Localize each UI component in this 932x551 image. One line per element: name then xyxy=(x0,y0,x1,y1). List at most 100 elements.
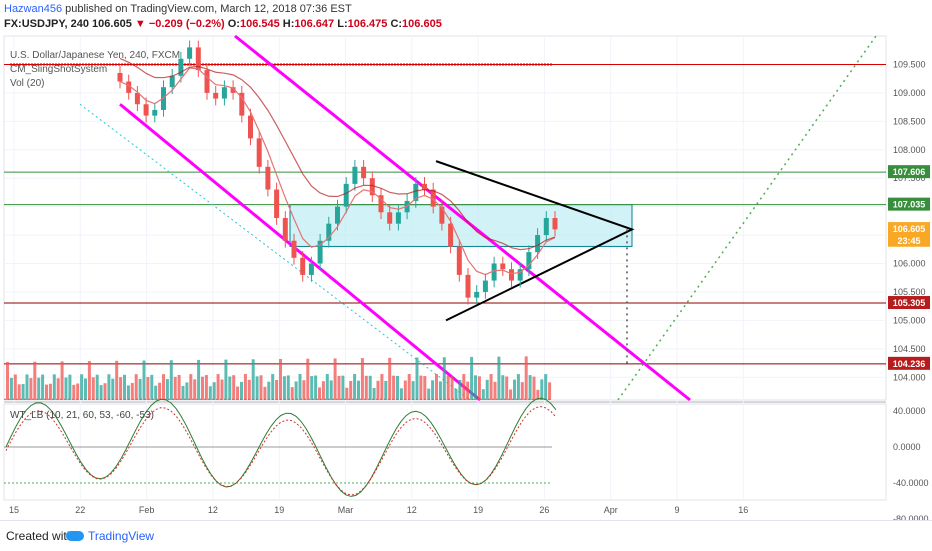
volume-bar xyxy=(290,387,294,400)
channel-lower-line xyxy=(119,103,481,402)
price-tick-label: 106.000 xyxy=(893,259,926,269)
volume-bar xyxy=(540,379,544,400)
price-tick-label: 104.500 xyxy=(893,344,926,354)
volume-bar xyxy=(220,379,224,400)
volume-bar xyxy=(446,375,450,400)
volume-bar xyxy=(208,386,212,400)
x-tick-label: 12 xyxy=(407,505,417,515)
candle-body xyxy=(335,206,340,224)
volume-bar xyxy=(84,378,87,400)
candle-body xyxy=(517,269,523,281)
price-tag-bg xyxy=(888,197,930,211)
volume-bar xyxy=(130,382,134,400)
high-value: 106.647 xyxy=(294,18,335,30)
volume-bar xyxy=(411,381,415,400)
volume-bar xyxy=(462,374,466,400)
volume-bar xyxy=(251,359,255,400)
candle-body xyxy=(543,218,549,236)
price-tick-label: 104.000 xyxy=(893,372,926,382)
volume-bar xyxy=(520,382,524,400)
x-tick-label: 19 xyxy=(473,505,483,515)
volume-bar xyxy=(142,360,146,400)
price-tag-label: 107.035 xyxy=(893,200,926,210)
volume-bar xyxy=(403,380,407,400)
candle-body xyxy=(187,47,193,59)
candle-body xyxy=(474,291,480,298)
candle-body xyxy=(422,183,427,190)
volume-bar xyxy=(17,384,21,400)
publish-header: Hazwan456 published on TradingView.com, … xyxy=(4,3,352,15)
volume-bar xyxy=(126,385,130,400)
candle-body xyxy=(143,104,149,116)
price-tick-label: 108.000 xyxy=(893,145,926,155)
candle-body xyxy=(282,218,288,241)
volume-bar xyxy=(228,376,232,400)
volume-bar xyxy=(9,377,13,400)
volume-bar xyxy=(423,376,427,400)
volume-bar xyxy=(357,380,360,400)
volume-bar xyxy=(173,376,177,400)
x-tick-label: 22 xyxy=(75,505,85,515)
volume-bar xyxy=(107,374,111,400)
candle-body xyxy=(195,47,201,71)
volume-bar xyxy=(115,360,119,400)
indicator-wavetrend[interactable]: WT_LB (10, 21, 60, 53, -60, -53) xyxy=(10,410,154,421)
volume-bar xyxy=(154,385,158,400)
volume-bar xyxy=(240,381,243,400)
ema-fast-line xyxy=(119,67,556,276)
candle-body xyxy=(465,274,471,298)
volume-bar xyxy=(474,375,477,400)
tradingview-brand-link[interactable]: TradingView xyxy=(88,529,155,543)
volume-bar xyxy=(181,385,185,400)
volume-bar xyxy=(247,379,251,400)
footer-bar: Created with TradingView xyxy=(0,520,932,551)
candle-body xyxy=(256,138,262,167)
last-price: 106.605 xyxy=(92,18,132,30)
volume-bar xyxy=(236,386,240,400)
volume-bar xyxy=(279,358,282,400)
volume-bar xyxy=(138,378,142,400)
volume-bar xyxy=(111,378,115,400)
price-tick-label: 105.500 xyxy=(893,287,926,297)
volume-bar xyxy=(364,375,368,400)
volume-bar xyxy=(60,361,64,400)
indicator-slingshot[interactable]: CM_SlingShotSystem xyxy=(10,64,108,75)
volume-bar xyxy=(310,376,314,400)
candle-body xyxy=(369,178,375,196)
volume-bar xyxy=(329,380,333,400)
candle-body xyxy=(448,223,454,247)
volume-bar xyxy=(353,374,357,400)
osc-tick-label: 0.0000 xyxy=(893,442,921,452)
price-chart[interactable]: 15 22 Feb 12 19 Mar 12 19 26 Apr 9 16 104.000 104.500… xyxy=(0,0,932,520)
candle-body xyxy=(134,92,140,105)
candle-body xyxy=(500,263,506,270)
price-tag-label: 107.606 xyxy=(893,167,926,177)
author-link[interactable]: Hazwan456 xyxy=(4,3,63,15)
candle-body xyxy=(291,240,297,258)
volume-bar xyxy=(91,377,95,400)
volume-bar xyxy=(56,378,60,400)
volume-bar xyxy=(516,374,520,400)
volume-bar xyxy=(68,374,72,400)
indicator-volume[interactable]: Vol (20) xyxy=(10,78,45,89)
volume-bar xyxy=(493,381,497,400)
candle-body xyxy=(126,81,132,93)
ema-slow-line xyxy=(119,57,556,251)
price-tick-label: 109.500 xyxy=(893,59,926,69)
volume-bar xyxy=(224,359,228,400)
volume-bar xyxy=(341,375,345,400)
volume-bar xyxy=(360,358,364,400)
x-tick-label: Apr xyxy=(604,505,618,515)
symbol-header: FX:USDJPY, 240 106.605 ▼ −0.209 (−0.2%) … xyxy=(4,18,442,30)
volume-bar xyxy=(25,374,29,400)
volume-bar xyxy=(76,383,80,400)
volume-bar xyxy=(497,356,501,400)
candle-body xyxy=(117,72,123,82)
price-tag-label: 104.236 xyxy=(893,359,926,369)
osc-tick-label: -40.0000 xyxy=(893,478,929,488)
volume-bar xyxy=(325,374,329,400)
price-tick-label: 105.000 xyxy=(893,315,926,325)
volume-bar xyxy=(123,374,126,400)
candle-body xyxy=(265,166,271,190)
volume-bar xyxy=(267,381,271,400)
